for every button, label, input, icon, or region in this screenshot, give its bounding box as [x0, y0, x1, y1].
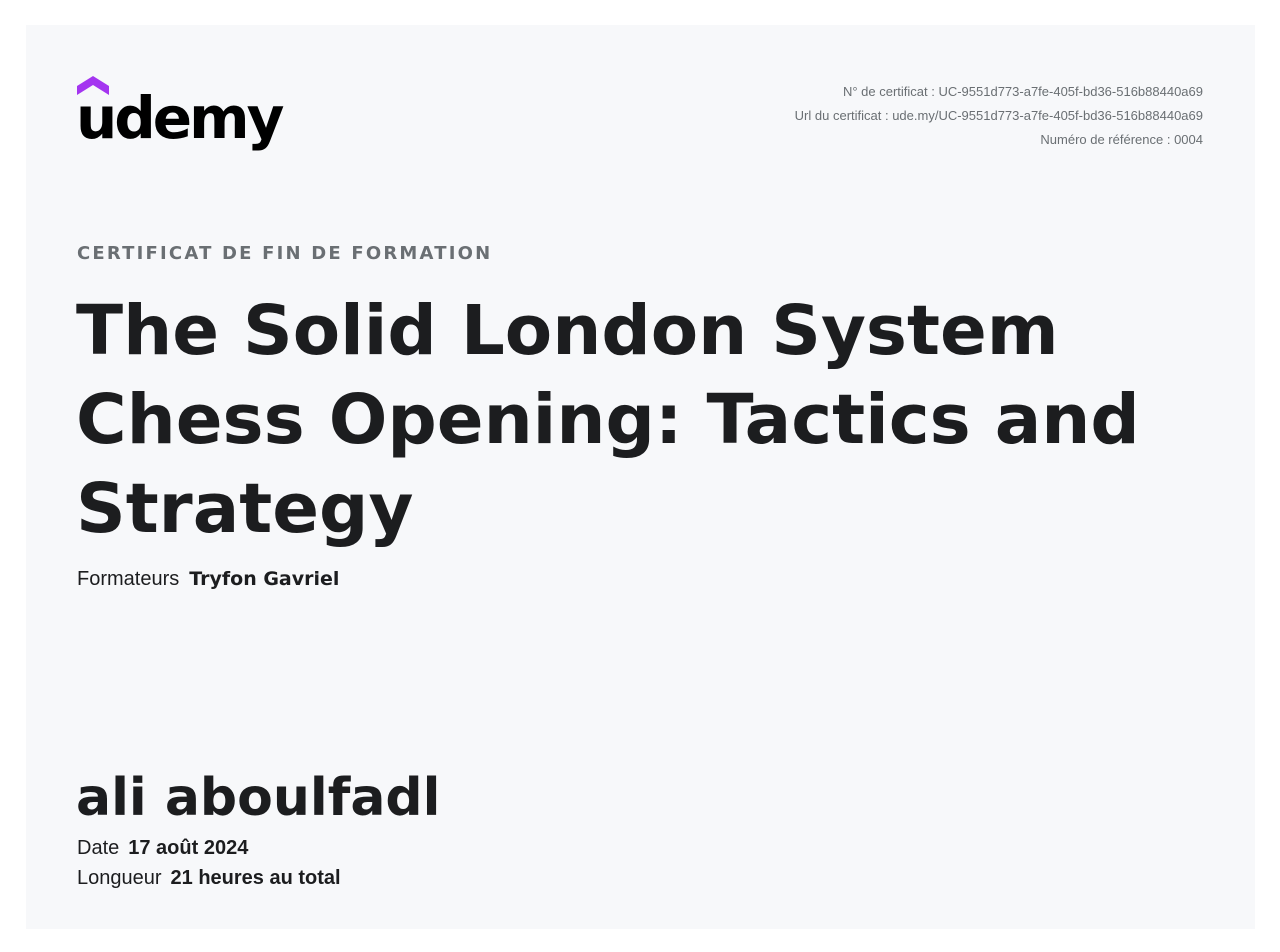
certificate: udemy N° de certificat : UC-9551d773-a7f…: [26, 25, 1255, 929]
certificate-reference: Numéro de référence : 0004: [1040, 132, 1203, 147]
certificate-number: N° de certificat : UC-9551d773-a7fe-405f…: [842, 84, 1203, 99]
logo-mark-icon: [77, 76, 109, 95]
length-value: 21 heures au total: [170, 867, 341, 889]
length-row: Longueur 21 heures au total: [77, 867, 341, 890]
certificate-subtitle: CERTIFICAT DE FIN DE FORMATION: [77, 243, 493, 264]
student-name: ali aboulfadl: [76, 768, 441, 828]
instructors-label: Formateurs: [77, 568, 180, 590]
date-label: Date: [77, 837, 120, 859]
course-title: The Solid London System Chess Opening: T…: [76, 291, 1140, 549]
udemy-logo: udemy: [76, 75, 286, 157]
certificate-meta: N° de certificat : UC-9551d773-a7fe-405f…: [795, 80, 1203, 152]
date-value: 17 août 2024: [128, 837, 249, 859]
length-label: Longueur: [77, 867, 162, 889]
certificate-url: Url du certificat : ude.my/UC-9551d773-a…: [794, 108, 1203, 123]
instructors-row: Formateurs Tryfon Gavriel: [77, 568, 339, 591]
instructors-value: Tryfon Gavriel: [189, 568, 340, 590]
date-row: Date 17 août 2024: [77, 837, 248, 860]
logo-wordmark: udemy: [76, 84, 284, 152]
